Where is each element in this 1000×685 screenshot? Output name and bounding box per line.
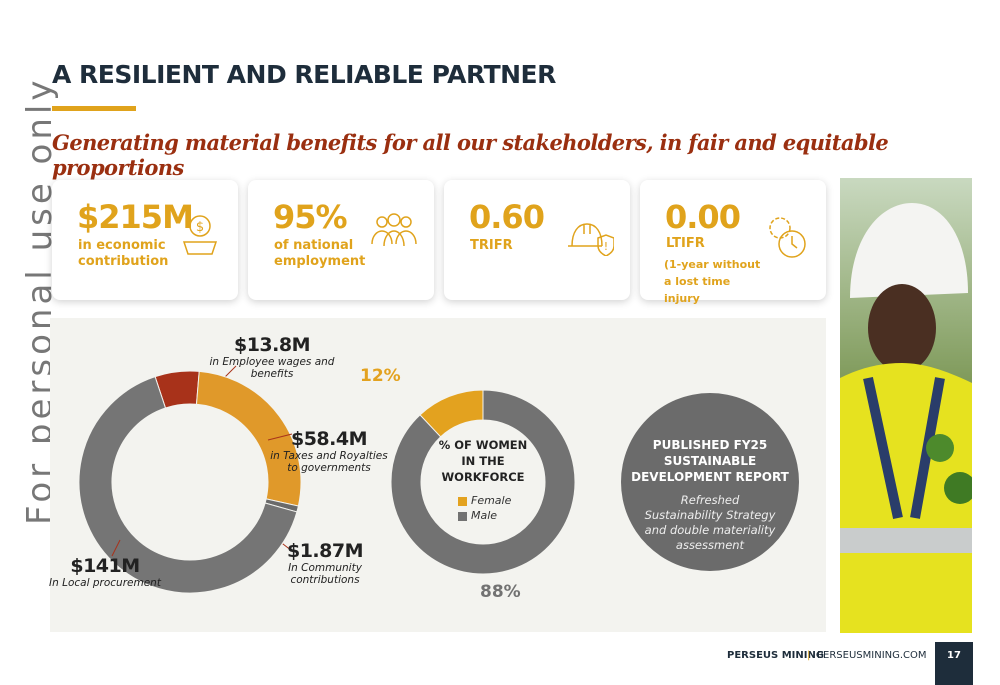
kpi-card: 0.00 LTIFR (1-year without a lost time i… xyxy=(640,180,826,305)
report-text: Refreshed Sustainability Strategy and do… xyxy=(644,493,776,552)
report-title: PUBLISHED FY25 SUSTAINABLE DEVELOPMENT R… xyxy=(631,438,789,484)
photo xyxy=(840,178,972,633)
kpi-value: 95% xyxy=(273,198,348,236)
title-underline xyxy=(52,106,136,111)
kpi-label: TRIFR xyxy=(470,238,513,253)
kpi-note: (1-year without a lost time injury xyxy=(664,258,761,305)
value-label: $141M xyxy=(70,555,140,577)
data-label: $1.87M In Community contributions xyxy=(260,540,390,586)
footer-separator: | xyxy=(807,650,811,661)
legend-swatch xyxy=(458,497,467,506)
money-icon: $ xyxy=(182,215,218,255)
data-label: $141M In Local procurement xyxy=(40,555,170,589)
kpi-value: $215M xyxy=(77,198,194,236)
kpi-label: of national employment xyxy=(274,238,366,269)
chart-title: % OF WOMEN IN THE WORKFORCE xyxy=(438,438,528,484)
slide-title: A RESILIENT AND RELIABLE PARTNER xyxy=(52,60,556,89)
svg-text:!: ! xyxy=(604,240,608,253)
footer-site: PERSEUSMINING.COM xyxy=(817,650,927,661)
footer-company: PERSEUS MINING xyxy=(727,650,825,661)
svg-text:$: $ xyxy=(196,220,204,235)
report-circle xyxy=(621,393,799,571)
kpi-card: $215M in economic contribution $ xyxy=(52,180,238,300)
segment-description: in Taxes and Royalties to governments xyxy=(270,450,388,474)
page-number: 17 xyxy=(935,642,973,685)
photo-illustration xyxy=(840,203,972,633)
value-label: $13.8M xyxy=(233,334,311,356)
kpi-card: 0.60 TRIFR ! xyxy=(444,180,630,300)
data-label: $58.4M in Taxes and Royalties to governme… xyxy=(264,428,394,474)
subtitle: Generating material benefits for all our… xyxy=(52,130,889,180)
segment-description: In Community contributions xyxy=(288,562,362,586)
segment-description: In Local procurement xyxy=(49,577,161,589)
kpi-value: 0.00 xyxy=(665,198,741,236)
leader-line xyxy=(267,433,293,441)
kpi-label: LTIFR xyxy=(666,236,705,251)
value-label: 88% xyxy=(480,582,521,602)
value-label: $58.4M xyxy=(290,428,368,450)
legend-swatch xyxy=(458,512,467,521)
donut-segment xyxy=(78,376,298,594)
value-label: $1.87M xyxy=(286,540,364,562)
people-icon xyxy=(371,213,417,247)
leader-line xyxy=(111,539,121,557)
donut-segment xyxy=(390,389,576,575)
kpi-value: 0.60 xyxy=(469,198,545,236)
kpi-card: 95% of national employment xyxy=(248,180,434,300)
data-label: $13.8M in Employee wages and benefits xyxy=(207,334,337,380)
segment-description: in Employee wages and benefits xyxy=(209,356,335,380)
value-label: 12% xyxy=(360,366,401,386)
kpi-label: in economic contribution xyxy=(78,238,169,269)
clock-icon xyxy=(769,217,806,258)
legend-label: Male xyxy=(471,509,498,522)
legend-label: Female xyxy=(471,494,512,507)
